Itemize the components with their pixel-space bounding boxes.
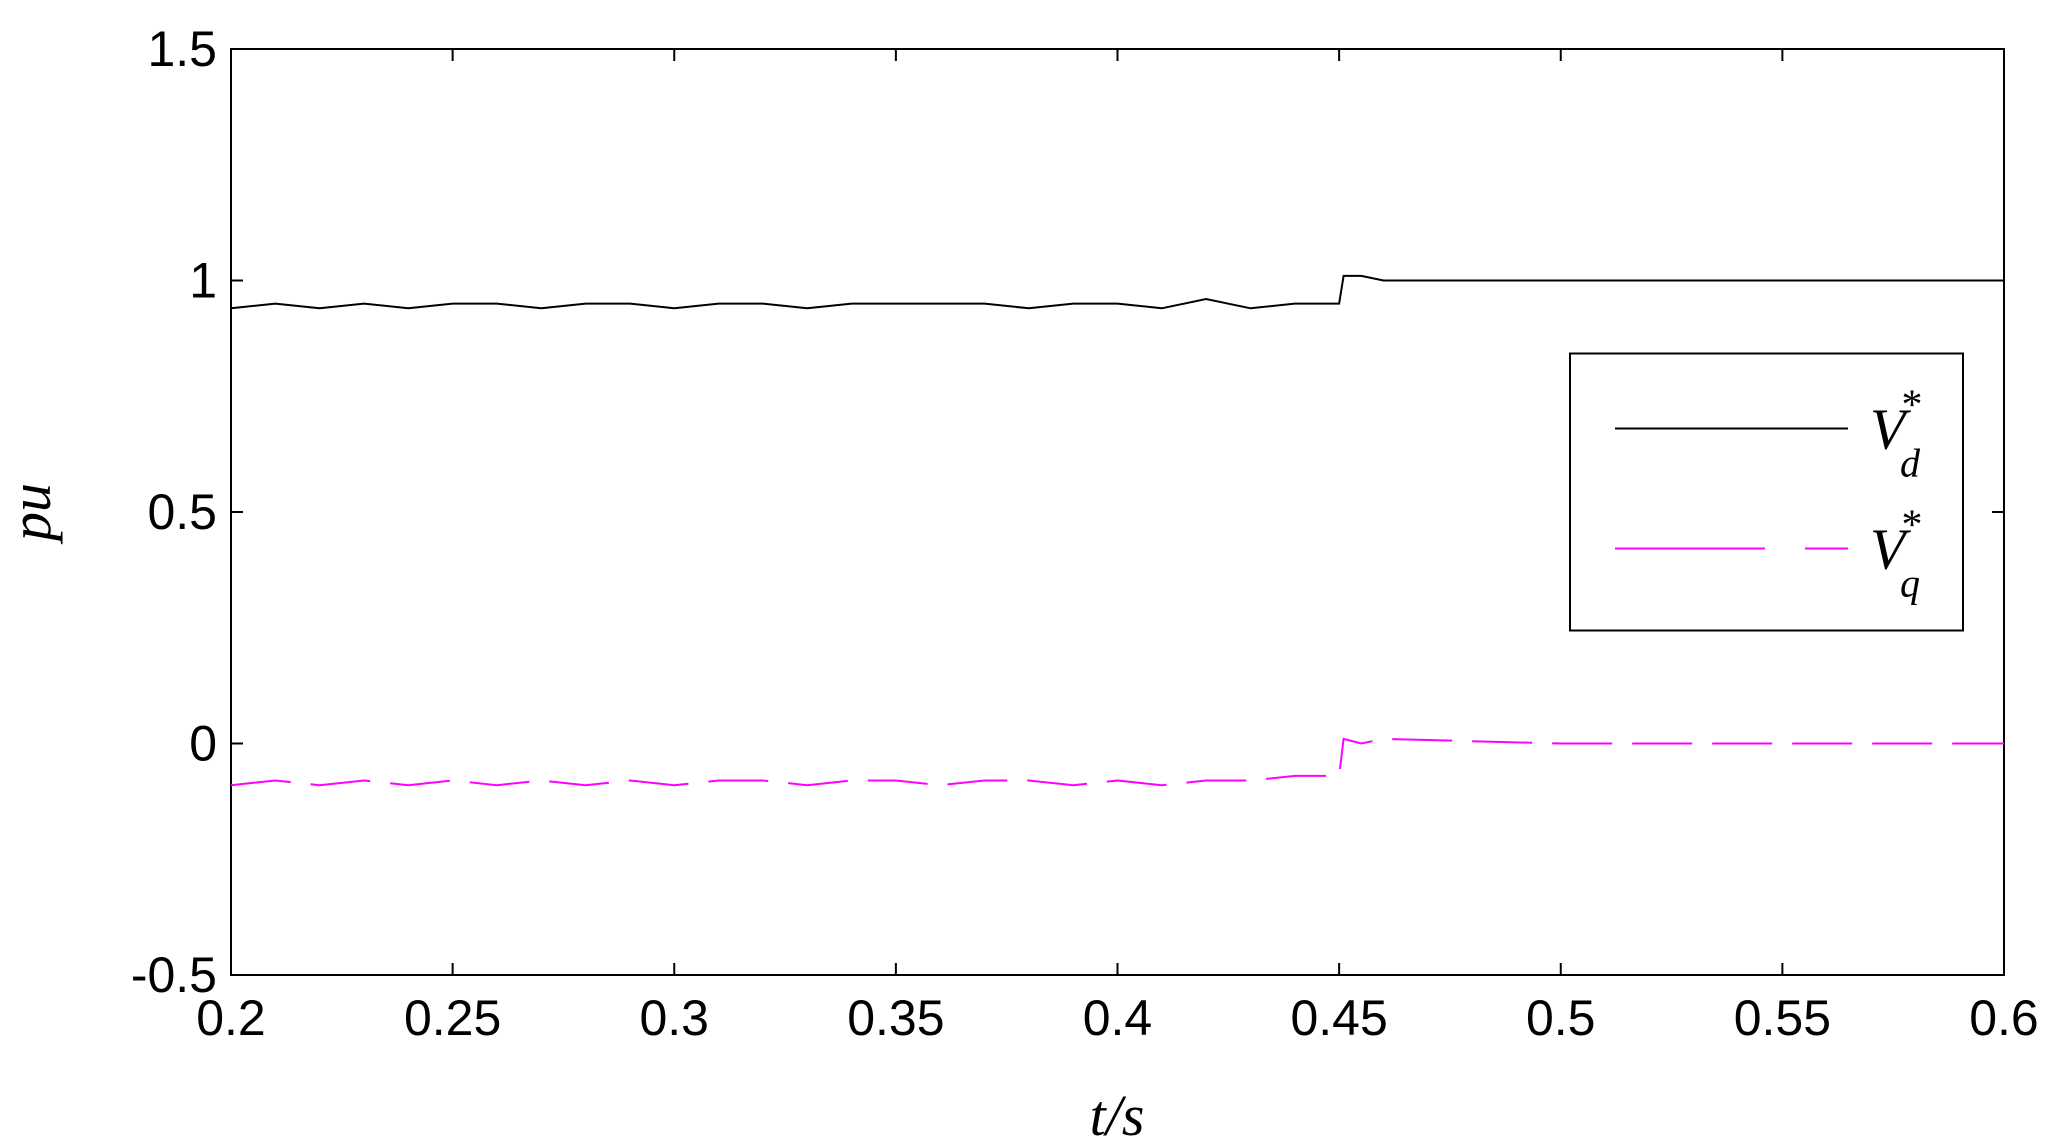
x-tick-label: 0.3 xyxy=(639,990,709,1046)
y-tick-label: 0 xyxy=(189,716,217,772)
x-tick-label: 0.35 xyxy=(847,990,944,1046)
series-line xyxy=(230,737,2004,787)
y-tick-label: 1 xyxy=(189,253,217,309)
x-tick-label: 0.6 xyxy=(1969,990,2039,1046)
x-axis-label: t/s xyxy=(1090,1083,1145,1146)
x-tick-label: 0.45 xyxy=(1290,990,1387,1046)
y-tick-label: -0.5 xyxy=(131,947,217,1003)
x-tick-label: 0.25 xyxy=(404,990,501,1046)
y-axis-label: pu xyxy=(0,483,63,545)
x-tick-label: 0.5 xyxy=(1526,990,1596,1046)
legend-label: V* d xyxy=(1870,383,1921,486)
x-tick-label: 0.55 xyxy=(1734,990,1831,1046)
x-tick-label: 0.2 xyxy=(196,990,266,1046)
legend-box xyxy=(1569,352,1964,632)
x-tick-label: 0.4 xyxy=(1083,990,1153,1046)
legend-label: V* q xyxy=(1870,503,1920,606)
y-tick-label: 0.5 xyxy=(147,484,217,540)
series-line xyxy=(230,274,2004,310)
y-tick-label: 1.5 xyxy=(147,21,217,77)
